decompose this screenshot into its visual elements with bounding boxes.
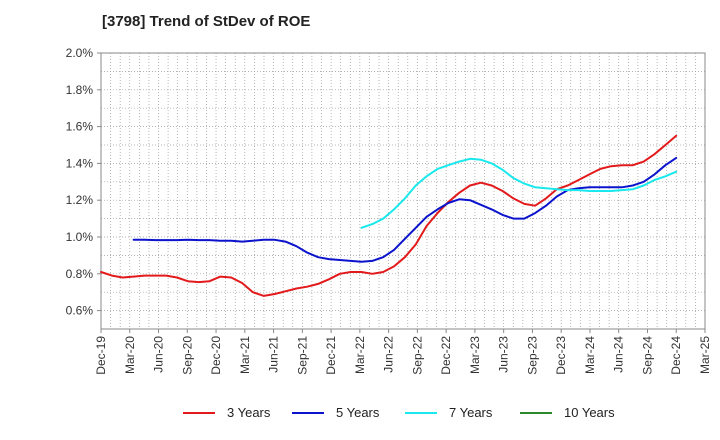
legend-label: 7 Years [449, 405, 493, 420]
x-tick-label: Mar-22 [353, 336, 367, 374]
legend-swatch [183, 411, 215, 414]
x-tick-label: Sep-24 [640, 336, 654, 375]
legend-item-5-years: 5 Years [292, 405, 379, 420]
legend-label: 3 Years [227, 405, 271, 420]
x-tick-label: Dec-19 [94, 336, 108, 375]
y-tick-label: 1.6% [66, 120, 94, 134]
legend-swatch [405, 411, 437, 414]
y-tick-label: 1.0% [66, 230, 94, 244]
legend-item-7-years: 7 Years [405, 405, 492, 420]
x-tick-label: Sep-22 [410, 336, 424, 375]
series-line-5-years [132, 156, 678, 263]
x-tick-label: Dec-22 [439, 336, 453, 375]
series-line-3-years [100, 134, 678, 297]
series-layer [100, 134, 678, 297]
x-tick-label: Jun-22 [382, 336, 396, 373]
x-tick-label: Sep-20 [180, 336, 194, 375]
legend-swatch [520, 411, 552, 414]
series-line-7-years [360, 157, 678, 229]
y-tick-label: 2.0% [66, 46, 94, 60]
axis-layer: 0.6% 0.8% 1.0% 1.2% 1.4% 1.6% 1.8% 2.0% Dec-19 Ma… [66, 46, 712, 375]
x-tick-label: Mar-25 [698, 336, 712, 374]
x-tick-label: Sep-23 [525, 336, 539, 375]
x-tick-label: Dec-20 [209, 336, 223, 375]
plot-frame [100, 52, 706, 330]
chart-title: [3798] Trend of StDev of ROE [102, 13, 311, 30]
legend-item-3-years: 3 Years [183, 405, 270, 420]
x-tick-label: Sep-21 [295, 336, 309, 375]
x-tick-label: Jun-20 [152, 336, 166, 373]
x-tick-label: Jun-23 [497, 336, 511, 373]
x-tick-label: Dec-23 [554, 336, 568, 375]
legend-item-10-years: 10 Years [520, 405, 615, 420]
x-tick-label: Jun-21 [267, 336, 281, 373]
x-tick-label: Dec-24 [669, 336, 683, 375]
x-tick-label: Dec-21 [324, 336, 338, 375]
legend-label: 10 Years [564, 405, 615, 420]
x-tick-label: Mar-23 [468, 336, 482, 374]
y-tick-label: 1.8% [66, 83, 94, 97]
x-tick-label: Mar-24 [583, 336, 597, 374]
legend-label: 5 Years [336, 405, 380, 420]
grid-layer [100, 52, 706, 330]
y-tick-label: 1.4% [66, 156, 94, 170]
x-tick-label: Mar-20 [123, 336, 137, 374]
y-tick-label: 0.8% [66, 267, 94, 281]
x-tick-label: Mar-21 [238, 336, 252, 374]
y-tick-label: 1.2% [66, 193, 94, 207]
legend-swatch [292, 411, 324, 414]
y-tick-label: 0.6% [66, 304, 94, 318]
x-tick-label: Jun-24 [612, 336, 626, 373]
